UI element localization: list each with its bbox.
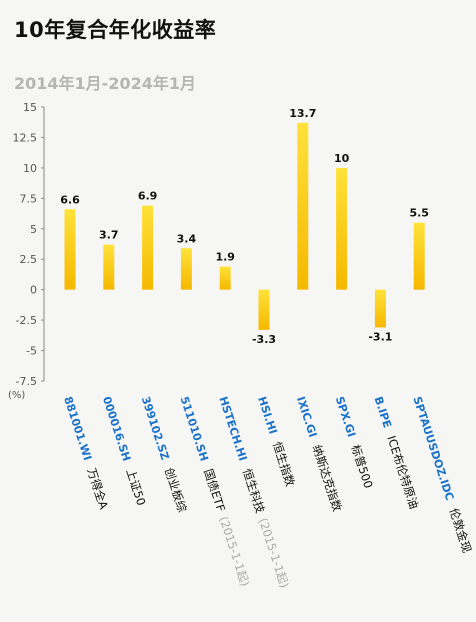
category-code: B.IPE bbox=[372, 395, 394, 430]
bar-value-label: -3.3 bbox=[252, 333, 276, 346]
bar-399102.SZ bbox=[142, 205, 154, 290]
y-tick-label: -7.5 bbox=[16, 375, 37, 388]
category-name: ICE布伦特原油 bbox=[384, 434, 421, 511]
bar-HSI.HI bbox=[258, 289, 270, 330]
category-name: 伦敦金现 bbox=[447, 506, 475, 554]
bar-value-label: 13.7 bbox=[289, 107, 316, 120]
y-tick-label: 0 bbox=[30, 284, 37, 297]
bars: 6.6 3.7 6.9 3.4 1.9 -3.3 13.7 10 -3.1 5.5 bbox=[60, 107, 429, 346]
category-name: 标普500 bbox=[348, 443, 375, 490]
category-code: SPTAUUSDOZ.IDC bbox=[410, 395, 456, 502]
y-tick-label: -5 bbox=[26, 345, 37, 358]
category-code: 000016.SH bbox=[100, 395, 133, 463]
category-text: SPX.GI 标普500 bbox=[333, 395, 376, 490]
category-name: 国债ETF bbox=[201, 467, 228, 513]
bar-value-label: 6.9 bbox=[138, 190, 158, 203]
category-code: 399102.SZ bbox=[139, 395, 172, 462]
category-text: IXIC.GI 纳斯达克指数 bbox=[294, 395, 345, 514]
y-tick-label: 2.5 bbox=[20, 253, 38, 266]
bar-value-label: 3.7 bbox=[99, 229, 119, 242]
bar-value-label: -3.1 bbox=[368, 330, 392, 343]
category-text: B.IPE ICE布伦特原油 bbox=[372, 395, 422, 511]
bar-IXIC.GI bbox=[297, 122, 309, 290]
y-tick-label: 15 bbox=[23, 101, 37, 114]
chart-title: 10年复合年化收益率 bbox=[14, 18, 217, 42]
category-code: HSTECH.HI bbox=[216, 395, 249, 463]
bar-000016.SH bbox=[103, 244, 115, 290]
bar-SPTAUUSDOZ.IDC bbox=[413, 222, 425, 290]
category-text: 511010.SH 国债ETF(2015-1-1起) bbox=[178, 395, 253, 588]
category-label-B.IPE: B.IPE ICE布伦特原油 bbox=[372, 395, 422, 511]
y-tick-label: 5 bbox=[30, 223, 37, 236]
y-tick-label: -2.5 bbox=[16, 314, 37, 327]
category-label-000016.SH: 000016.SH 上证50 bbox=[100, 395, 149, 508]
category-label-HSTECH.HI: HSTECH.HI 恒生科技(2015-1-1起) bbox=[216, 395, 291, 590]
category-name: 创业板综 bbox=[162, 466, 190, 515]
category-text: HSI.HI 恒生指数 bbox=[255, 395, 297, 489]
y-unit-label: (%) bbox=[8, 390, 25, 401]
category-code: HSI.HI bbox=[255, 395, 279, 436]
bar-value-label: 6.6 bbox=[60, 193, 80, 206]
bar-881001.WI bbox=[64, 209, 76, 290]
category-labels: 881001.WI万得全A000016.SH上证50399102.SZ创业板综5… bbox=[61, 395, 474, 590]
bar-value-label: 1.9 bbox=[215, 251, 235, 264]
category-name: 恒生科技 bbox=[240, 467, 268, 516]
y-tick-label: 7.5 bbox=[20, 192, 38, 205]
category-text: SPTAUUSDOZ.IDC 伦敦金现 bbox=[410, 395, 474, 555]
bar-511010.SH bbox=[180, 248, 192, 290]
y-tick-label: 12.5 bbox=[13, 131, 38, 144]
chart-subtitle: 2014年1月-2024年1月 bbox=[14, 74, 196, 93]
category-name: 上证50 bbox=[124, 467, 149, 507]
category-name: 万得全A bbox=[84, 466, 110, 511]
category-text: HSTECH.HI 恒生科技(2015-1-1起) bbox=[216, 395, 291, 590]
category-note: (2015-1-1起) bbox=[256, 516, 292, 589]
category-text: 881001.WI 万得全A bbox=[61, 395, 111, 511]
category-code: SPX.GI bbox=[333, 395, 358, 439]
y-axis: 15 12.5 10 7.5 5 2.5 0 -2.5 -5 -7.5 (%) bbox=[8, 101, 45, 401]
category-code: 881001.WI bbox=[61, 395, 94, 462]
bar-B.IPE bbox=[374, 289, 386, 328]
category-label-HSI.HI: HSI.HI 恒生指数 bbox=[255, 395, 297, 489]
category-label-881001.WI: 881001.WI 万得全A bbox=[61, 395, 111, 511]
category-label-SPTAUUSDOZ.IDC: SPTAUUSDOZ.IDC 伦敦金现 bbox=[410, 395, 474, 555]
bar-value-label: 10 bbox=[334, 152, 350, 165]
bar-SPX.GI bbox=[336, 167, 348, 290]
category-label-511010.SH: 511010.SH 国债ETF(2015-1-1起) bbox=[178, 395, 253, 588]
y-tick-label: 10 bbox=[23, 162, 37, 175]
category-name: 纳斯达克指数 bbox=[310, 443, 345, 513]
category-name: 恒生指数 bbox=[270, 440, 298, 489]
category-note: (2015-1-1起) bbox=[217, 515, 253, 588]
bar-value-label: 3.4 bbox=[177, 232, 197, 245]
bar-value-label: 5.5 bbox=[409, 207, 429, 220]
category-code: IXIC.GI bbox=[294, 395, 319, 439]
category-text: 000016.SH 上证50 bbox=[100, 395, 149, 508]
category-label-IXIC.GI: IXIC.GI 纳斯达克指数 bbox=[294, 395, 345, 514]
category-code: 511010.SH bbox=[178, 395, 211, 463]
category-label-SPX.GI: SPX.GI 标普500 bbox=[333, 395, 376, 490]
bar-HSTECH.HI bbox=[219, 266, 231, 290]
